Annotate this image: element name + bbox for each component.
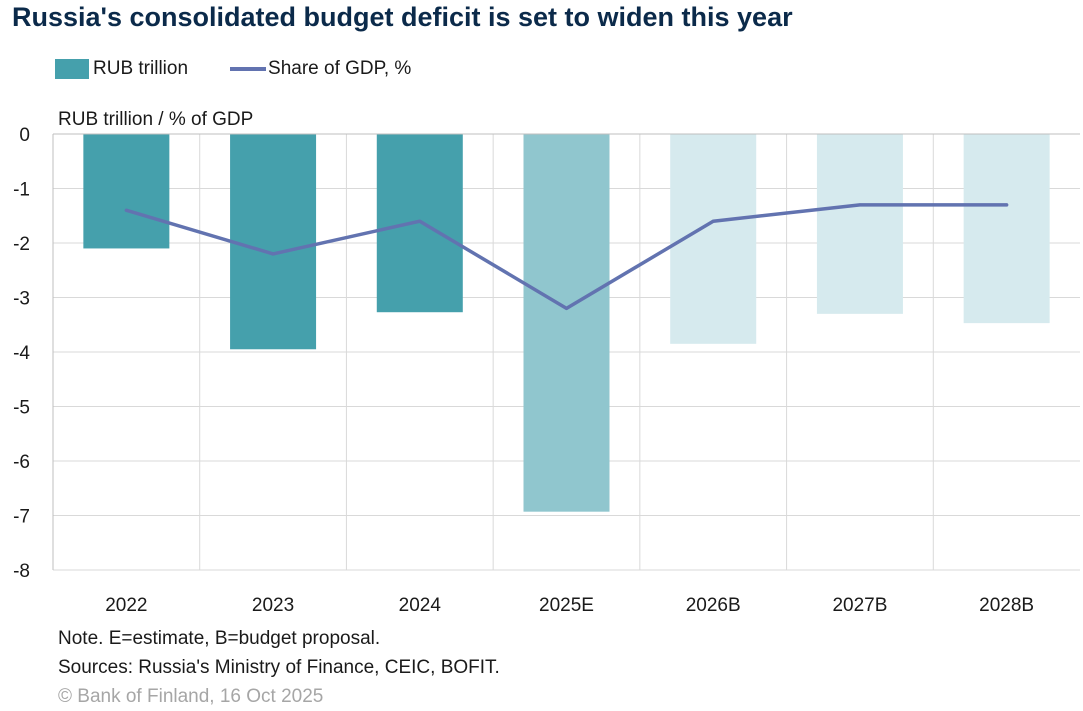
x-tick-label: 2026B [686, 595, 741, 616]
x-tick-label: 2023 [252, 595, 294, 616]
y-tick-label: -5 [13, 398, 30, 419]
gdp-share-point-2028B [1005, 203, 1009, 207]
y-tick-label: -6 [13, 452, 30, 473]
gdp-share-point-2023 [271, 252, 275, 256]
legend: RUB trillion Share of GDP, % [55, 58, 411, 80]
copyright-text: © Bank of Finland, 16 Oct 2025 [58, 686, 324, 707]
legend-line-label: Share of GDP, % [268, 58, 412, 79]
x-tick-label: 2024 [399, 595, 442, 616]
legend-bar-label: RUB trillion [93, 58, 189, 79]
x-tick-label: 2028B [979, 595, 1034, 616]
legend-bar-swatch [55, 59, 89, 79]
x-tick-label: 2025E [539, 595, 594, 616]
y-axis-label: RUB trillion / % of GDP [58, 109, 254, 130]
bar-2022 [83, 134, 170, 249]
gdp-share-point-2026B [711, 219, 715, 223]
y-tick-label: -4 [13, 343, 30, 364]
gdp-share-point-2027B [858, 203, 862, 207]
note-text: Note. E=estimate, B=budget proposal. [58, 628, 381, 649]
x-tick-label: 2022 [105, 595, 147, 616]
x-tick-label: 2027B [832, 595, 887, 616]
chart-notes: Note. E=estimate, B=budget proposal. Sou… [58, 624, 500, 711]
bar-2023 [230, 134, 317, 350]
bar-2028B [963, 134, 1050, 324]
gdp-share-point-2025E [565, 306, 568, 310]
legend-line-swatch [230, 67, 267, 71]
bar-2027B [816, 134, 903, 314]
y-tick-label: 0 [19, 125, 30, 146]
sources-text: Sources: Russia's Ministry of Finance, C… [58, 657, 500, 678]
bar-2025E [523, 134, 610, 512]
y-tick-label: -1 [13, 180, 30, 201]
gdp-share-point-2024 [418, 219, 422, 223]
y-tick-label: -3 [13, 289, 30, 310]
y-tick-label: -2 [13, 234, 30, 255]
y-tick-label: -7 [13, 507, 30, 528]
chart-title: Russia's consolidated budget deficit is … [12, 2, 793, 32]
gdp-share-point-2022 [124, 208, 128, 212]
y-tick-label: -8 [13, 561, 30, 582]
